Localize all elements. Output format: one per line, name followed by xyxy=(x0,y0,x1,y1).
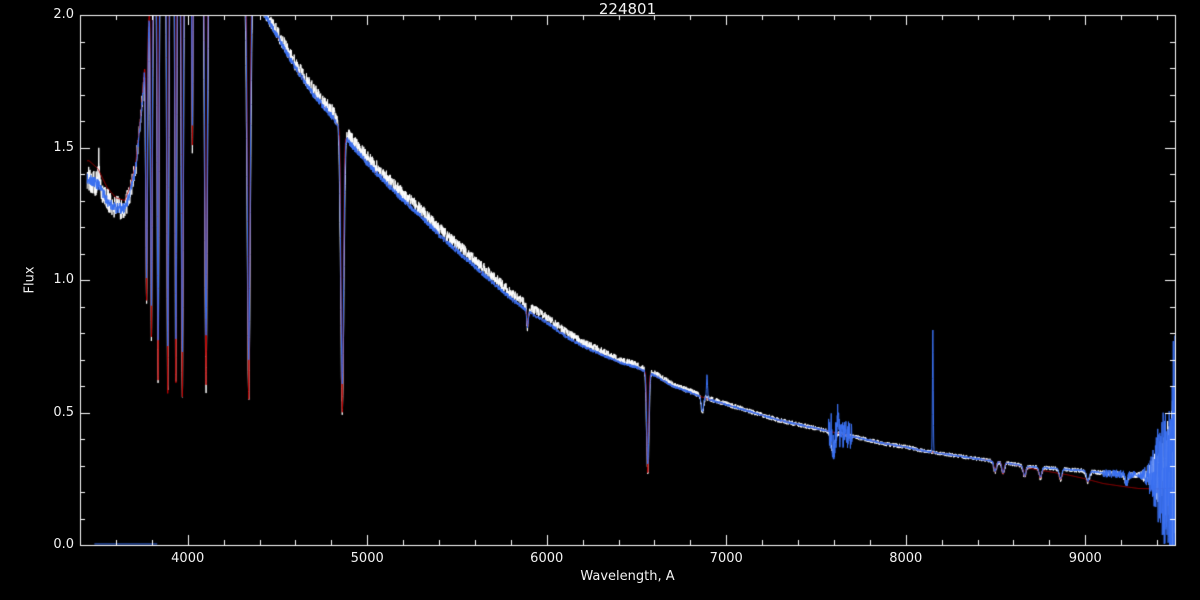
y-tick-label: 1.5 xyxy=(53,139,74,155)
x-axis-title: Wavelength, A xyxy=(580,569,675,584)
y-tick-label: 2.0 xyxy=(53,7,74,22)
x-tick-label: 7000 xyxy=(709,551,743,566)
y-tick-label: 0.5 xyxy=(53,404,74,420)
x-tick-label: 5000 xyxy=(350,551,384,566)
y-tick-label: 0.0 xyxy=(53,537,74,552)
plot-title: 224801 xyxy=(598,0,657,18)
x-tick-label: 6000 xyxy=(530,551,564,566)
y-tick-label: 1.0 xyxy=(53,272,74,287)
x-tick-label: 8000 xyxy=(889,551,923,566)
x-tick-label: 4000 xyxy=(171,551,205,566)
x-tick-label: 9000 xyxy=(1068,551,1102,566)
